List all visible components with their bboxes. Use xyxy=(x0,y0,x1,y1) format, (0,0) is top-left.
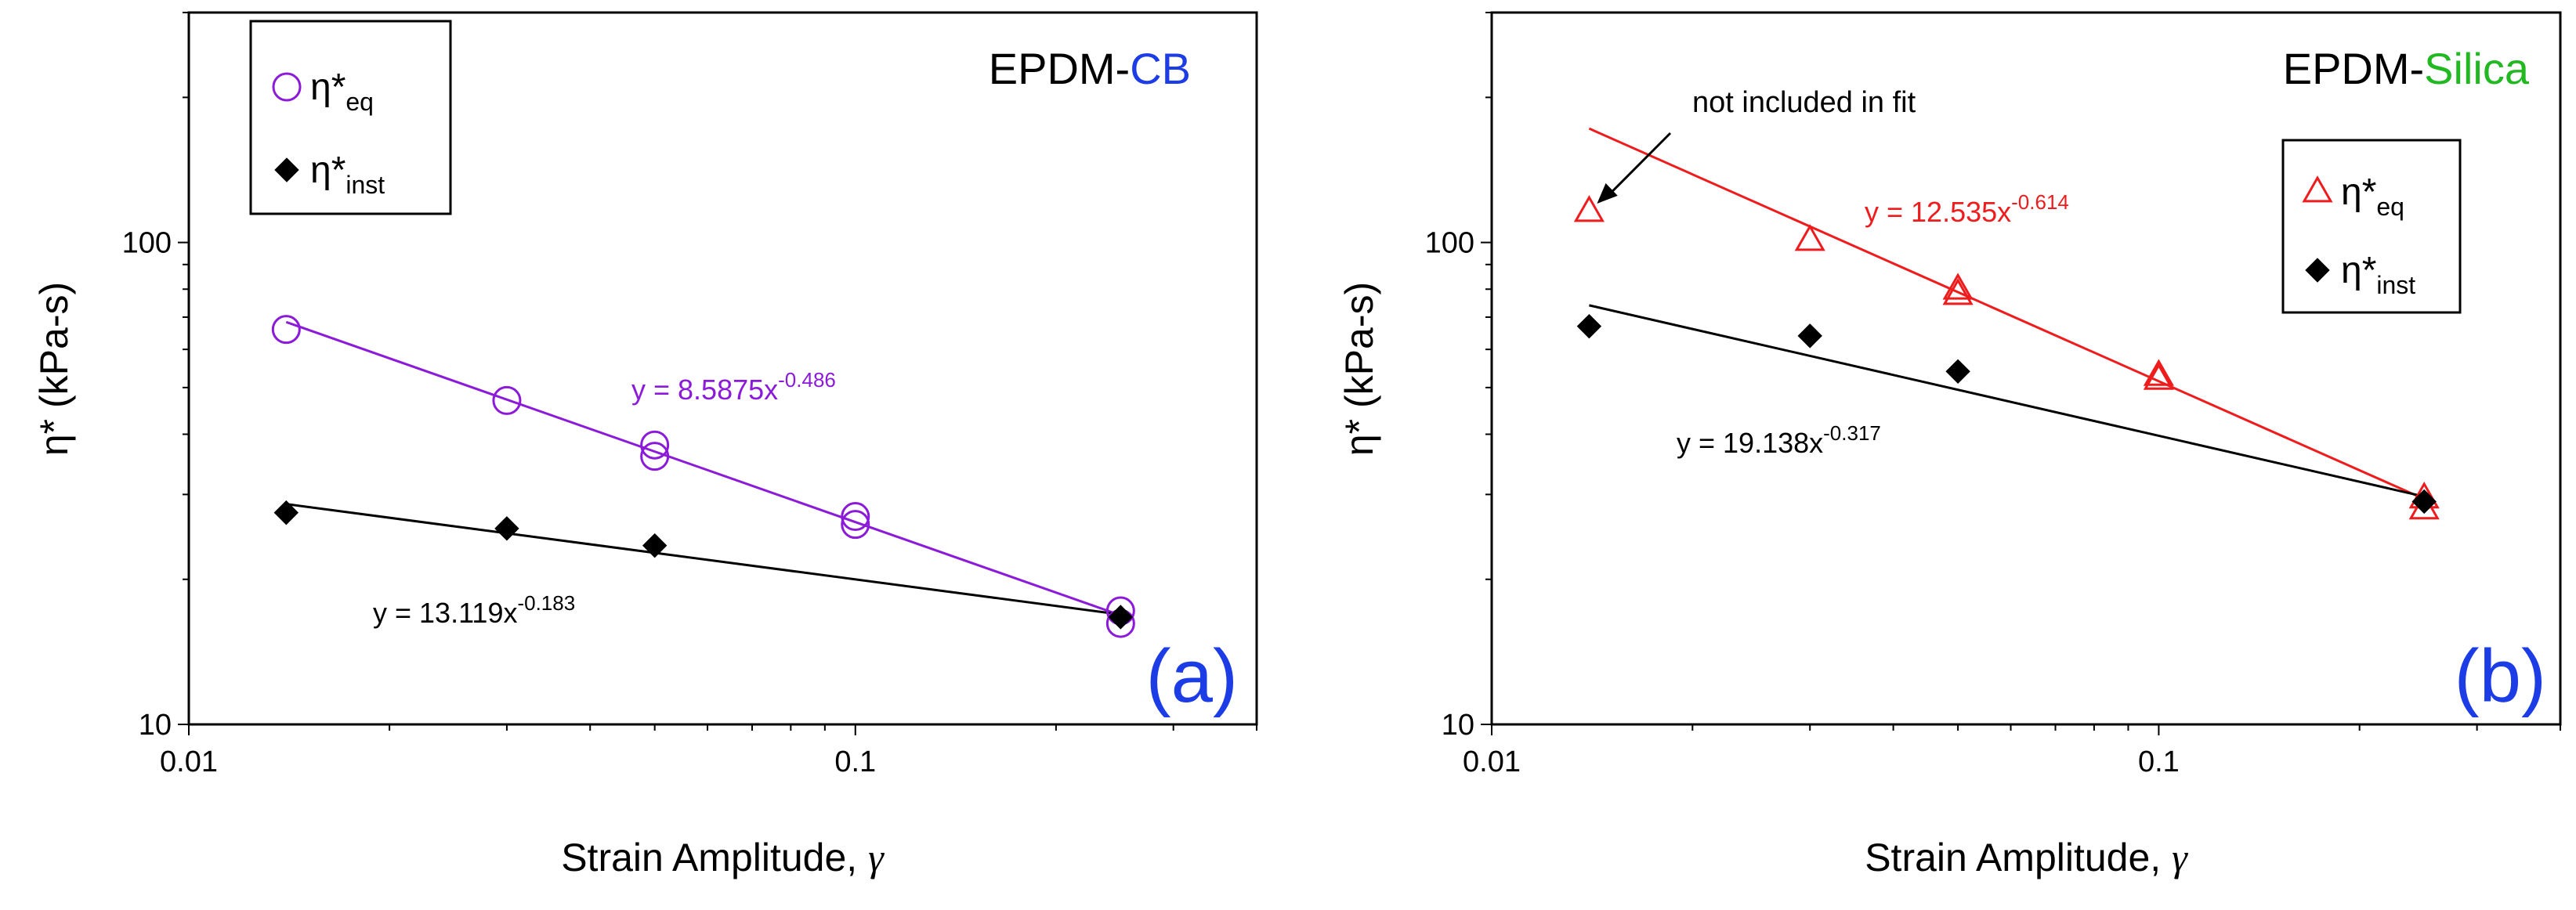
annotation-arrow-head xyxy=(1597,182,1618,204)
legend: η*eqη*inst xyxy=(249,20,452,215)
legend-entry-base: η* xyxy=(2341,172,2376,213)
series-inst-points xyxy=(1576,313,2437,515)
y-axis-title-symbol: η* xyxy=(1337,419,1381,456)
series-eq-points xyxy=(271,315,1135,638)
panel-title: EPDM-Silica xyxy=(2283,44,2530,93)
y-axis-title-units: (kPa-s) xyxy=(32,282,76,419)
fit-equation-eq: y = 8.5875x-0.486 xyxy=(631,368,836,406)
data-point xyxy=(1573,195,1605,222)
legend-entry-sub: eq xyxy=(346,88,374,116)
legend-marker xyxy=(2305,258,2330,283)
x-tick-label: 0.01 xyxy=(1463,746,1521,778)
fit-equation-inst: y = 19.138x-0.317 xyxy=(1677,421,1881,459)
panel-a: 0.01 0.1 10 100 Strain Amplitude, γ η* (kPa-s… xyxy=(32,11,1258,879)
fit-equation-base: y = 12.535x xyxy=(1865,196,2011,228)
x-axis-title-symbol: γ xyxy=(868,836,885,879)
panel-title-filler: CB xyxy=(1130,44,1191,93)
data-point xyxy=(2411,489,2437,515)
legend-entry-sub: inst xyxy=(346,171,385,199)
legend-box xyxy=(249,20,452,215)
y-tick-label: 10 xyxy=(1442,709,1474,742)
fit-line-inst xyxy=(286,503,1121,616)
fit-equation-base: y = 13.119x xyxy=(373,597,517,629)
x-tick-label: 0.1 xyxy=(2138,746,2180,778)
fit-equation-base: y = 8.5875x xyxy=(631,374,778,406)
legend-marker xyxy=(274,157,299,182)
panel-title-base: EPDM- xyxy=(2283,44,2424,93)
y-axis-title-symbol: η* xyxy=(32,419,76,456)
x-axis-title: Strain Amplitude, γ xyxy=(561,836,885,879)
minor-ticks-a xyxy=(178,12,1257,735)
x-axis-title-text: Strain Amplitude, xyxy=(1865,836,2172,879)
fit-equation-base: y = 19.138x xyxy=(1677,427,1823,459)
data-point xyxy=(1797,323,1822,348)
panel-label: (a) xyxy=(1146,634,1238,718)
data-point xyxy=(2143,363,2174,390)
x-axis-title: Strain Amplitude, γ xyxy=(1865,836,2188,879)
data-point xyxy=(1942,273,1974,300)
x-tick-label: 0.1 xyxy=(834,746,876,778)
data-point xyxy=(494,516,519,541)
fit-equation-inst: y = 13.119x-0.183 xyxy=(373,591,575,629)
data-point xyxy=(640,430,670,460)
panel-b: 0.01 0.1 10 100 Strain Amplitude, γ η* (kPa-s… xyxy=(1337,11,2562,879)
fit-equation-exponent: -0.614 xyxy=(2011,190,2069,214)
legend-entry-base: η* xyxy=(2341,250,2376,291)
data-point xyxy=(1945,359,1970,385)
y-axis-title: η* (kPa-s) xyxy=(32,282,76,456)
fit-line-eq xyxy=(1588,127,2425,500)
data-point xyxy=(1108,605,1134,630)
data-point xyxy=(1794,224,1825,251)
data-point xyxy=(1942,278,1974,305)
y-axis-title-units: (kPa-s) xyxy=(1337,282,1381,419)
y-tick-label: 100 xyxy=(1425,227,1474,260)
legend-entry-sub: inst xyxy=(2376,271,2415,299)
minor-ticks-b xyxy=(1481,12,2561,735)
data-point xyxy=(273,500,299,525)
plot-area-a xyxy=(187,11,1258,726)
annotation-text: not included in fit xyxy=(1692,86,1916,119)
fit-equation-exponent: -0.317 xyxy=(1823,421,1881,445)
legend-entry-sub: eq xyxy=(2376,193,2404,221)
fit-equation-exponent: -0.183 xyxy=(517,591,575,615)
data-point xyxy=(1576,313,1602,339)
legend-entry: η*eq xyxy=(2341,172,2404,221)
data-point xyxy=(841,502,870,532)
y-tick-label: 10 xyxy=(139,709,172,742)
y-tick-label: 100 xyxy=(122,227,172,260)
panel-title-filler: Silica xyxy=(2424,44,2530,93)
legend-marker xyxy=(2302,175,2333,203)
annotation-arrow-line xyxy=(1610,132,1672,194)
panel-title-base: EPDM- xyxy=(989,44,1130,93)
data-point xyxy=(2143,359,2174,386)
data-point xyxy=(492,385,522,415)
data-point xyxy=(642,533,668,558)
panel-title: EPDM-CB xyxy=(989,44,1191,93)
legend-marker xyxy=(272,72,302,102)
data-point xyxy=(271,315,301,345)
x-axis-title-symbol: γ xyxy=(2172,836,2188,879)
data-point xyxy=(841,510,870,540)
series-inst-points xyxy=(273,500,1134,630)
y-axis-title: η* (kPa-s) xyxy=(1337,282,1381,456)
fit-equation-exponent: -0.486 xyxy=(778,368,836,392)
x-tick-label: 0.01 xyxy=(160,746,218,778)
legend-entry: η*eq xyxy=(310,67,374,116)
fit-line-inst xyxy=(1589,304,2425,498)
plot-area-b xyxy=(1490,11,2562,726)
legend-entry: η*inst xyxy=(2341,250,2415,299)
legend: η*eqη*inst xyxy=(2281,139,2462,314)
fit-line-eq xyxy=(285,320,1121,617)
legend-entry: η*inst xyxy=(310,150,385,199)
x-axis-title-text: Strain Amplitude, xyxy=(561,836,868,879)
legend-box xyxy=(2281,139,2462,314)
legend-entry-base: η* xyxy=(310,67,346,108)
fit-equation-eq: y = 12.535x-0.614 xyxy=(1865,190,2069,228)
panel-label: (b) xyxy=(2455,634,2546,718)
data-point xyxy=(640,442,670,471)
legend-entry-base: η* xyxy=(310,150,346,191)
